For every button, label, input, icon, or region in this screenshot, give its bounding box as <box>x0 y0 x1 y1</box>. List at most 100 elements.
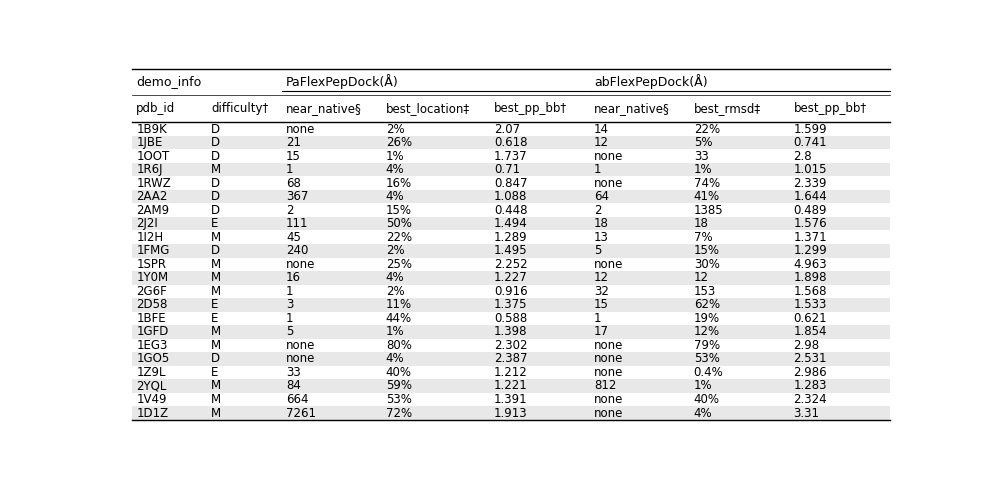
Text: near_native§: near_native§ <box>286 102 362 115</box>
Text: 1EG3: 1EG3 <box>137 339 167 352</box>
Text: 40%: 40% <box>694 393 720 406</box>
Text: 12: 12 <box>694 271 709 284</box>
Text: D: D <box>211 244 220 257</box>
Text: 30%: 30% <box>694 258 720 271</box>
Text: abFlexPepDock(Å): abFlexPepDock(Å) <box>594 74 708 89</box>
Text: 53%: 53% <box>694 352 720 365</box>
Text: 1FMG: 1FMG <box>137 244 169 257</box>
Text: 15: 15 <box>286 150 301 163</box>
Text: best_pp_bb†: best_pp_bb† <box>495 102 567 115</box>
Text: none: none <box>594 366 623 379</box>
Text: 1.494: 1.494 <box>495 217 527 230</box>
FancyBboxPatch shape <box>133 406 889 420</box>
Text: D: D <box>211 122 220 135</box>
Text: 1%: 1% <box>386 150 405 163</box>
Text: 16: 16 <box>286 271 301 284</box>
Text: 1: 1 <box>286 163 293 176</box>
Text: best_rmsd‡: best_rmsd‡ <box>694 102 761 115</box>
Text: D: D <box>211 177 220 190</box>
Text: 15%: 15% <box>386 204 412 216</box>
Text: 1%: 1% <box>694 163 712 176</box>
FancyBboxPatch shape <box>133 217 889 230</box>
Text: near_native§: near_native§ <box>594 102 670 115</box>
Text: 0.4%: 0.4% <box>694 366 724 379</box>
Text: 12: 12 <box>594 271 609 284</box>
Text: 84: 84 <box>286 380 301 393</box>
Text: 153: 153 <box>694 285 716 298</box>
Text: 1.737: 1.737 <box>495 150 527 163</box>
FancyBboxPatch shape <box>133 122 889 136</box>
FancyBboxPatch shape <box>133 339 889 352</box>
Text: 2.387: 2.387 <box>495 352 527 365</box>
Text: 68: 68 <box>286 177 301 190</box>
Text: 33: 33 <box>286 366 301 379</box>
FancyBboxPatch shape <box>133 379 889 393</box>
Text: D: D <box>211 150 220 163</box>
Text: 2.8: 2.8 <box>794 150 813 163</box>
Text: 79%: 79% <box>694 339 720 352</box>
Text: 1.375: 1.375 <box>495 299 527 312</box>
Text: 12%: 12% <box>694 325 720 338</box>
Text: E: E <box>211 312 218 325</box>
Text: 40%: 40% <box>386 366 412 379</box>
Text: 62%: 62% <box>694 299 720 312</box>
Text: 5: 5 <box>594 244 601 257</box>
Text: 0.621: 0.621 <box>794 312 828 325</box>
Text: none: none <box>594 258 623 271</box>
Text: 1.088: 1.088 <box>495 190 527 203</box>
Text: 4%: 4% <box>386 163 405 176</box>
Text: 2.324: 2.324 <box>794 393 828 406</box>
Text: 1GFD: 1GFD <box>137 325 168 338</box>
Text: 0.588: 0.588 <box>495 312 527 325</box>
Text: M: M <box>211 163 221 176</box>
FancyBboxPatch shape <box>133 258 889 271</box>
Text: 664: 664 <box>286 393 308 406</box>
Text: 15: 15 <box>594 299 609 312</box>
Text: 2.07: 2.07 <box>495 122 520 135</box>
Text: 1.913: 1.913 <box>495 407 527 420</box>
Text: 0.916: 0.916 <box>495 285 527 298</box>
Text: 1.576: 1.576 <box>794 217 828 230</box>
Text: 4%: 4% <box>694 407 712 420</box>
Text: 2.986: 2.986 <box>794 366 828 379</box>
FancyBboxPatch shape <box>133 325 889 339</box>
Text: 74%: 74% <box>694 177 720 190</box>
Text: D: D <box>211 352 220 365</box>
Text: 18: 18 <box>694 217 709 230</box>
FancyBboxPatch shape <box>133 393 889 406</box>
Text: 33: 33 <box>694 150 709 163</box>
Text: 2J2I: 2J2I <box>137 217 158 230</box>
Text: 1V49: 1V49 <box>137 393 166 406</box>
Text: 5: 5 <box>286 325 293 338</box>
Text: 64: 64 <box>594 190 609 203</box>
Text: 812: 812 <box>594 380 616 393</box>
Text: 1: 1 <box>594 312 601 325</box>
Text: 1RWZ: 1RWZ <box>137 177 170 190</box>
Text: 1.599: 1.599 <box>794 122 828 135</box>
Text: 2.302: 2.302 <box>495 339 527 352</box>
FancyBboxPatch shape <box>133 176 889 190</box>
Text: M: M <box>211 393 221 406</box>
Text: M: M <box>211 258 221 271</box>
Text: none: none <box>286 352 315 365</box>
Text: 0.71: 0.71 <box>495 163 520 176</box>
FancyBboxPatch shape <box>133 285 889 298</box>
Text: 1: 1 <box>286 312 293 325</box>
Text: 1%: 1% <box>694 380 712 393</box>
Text: 80%: 80% <box>386 339 412 352</box>
Text: 2.531: 2.531 <box>794 352 828 365</box>
Text: 3.31: 3.31 <box>794 407 820 420</box>
FancyBboxPatch shape <box>133 204 889 217</box>
Text: 1.212: 1.212 <box>495 366 527 379</box>
Text: 1.371: 1.371 <box>794 231 828 244</box>
Text: 1.391: 1.391 <box>495 393 527 406</box>
Text: E: E <box>211 366 218 379</box>
Text: 1.227: 1.227 <box>495 271 527 284</box>
Text: 1.854: 1.854 <box>794 325 828 338</box>
FancyBboxPatch shape <box>133 230 889 244</box>
Text: 1385: 1385 <box>694 204 724 216</box>
Text: 17: 17 <box>594 325 609 338</box>
Text: 2AM9: 2AM9 <box>137 204 169 216</box>
Text: 2.252: 2.252 <box>495 258 527 271</box>
Text: 0.847: 0.847 <box>495 177 527 190</box>
